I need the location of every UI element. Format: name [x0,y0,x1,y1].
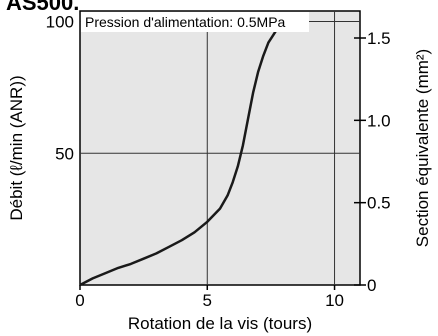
x-tick-label: 5 [203,291,212,310]
y-right-tick-label: 0 [367,276,376,295]
tick-labels: 0 5 10 50 100 0 0.5 1.0 1.5 [46,13,391,310]
series-line [79,20,285,287]
y-right-tick-label: 0.5 [367,194,391,213]
y-right-tick-label: 1.5 [367,29,391,48]
plot-area [79,10,361,286]
x-axis-label: Rotation de la vis (tours) [128,314,312,333]
x-tick-label: 0 [75,291,84,310]
x-tick-label: 10 [325,291,344,310]
annotation-text: Pression d'alimentation: 0.5MPa [85,14,286,30]
header-fragment: AS500. [6,0,79,15]
y-left-tick-label: 50 [55,144,74,163]
y-axis-left-label: Débit (ℓ/min (ANR)) [7,75,26,220]
y-axis-right-label: Section équivalente (mm²) [413,49,432,247]
y-right-tick-label: 1.0 [367,111,391,130]
annotation-box [81,12,309,32]
y-left-tick-label: 100 [46,13,74,32]
axis-ticks [79,37,366,290]
